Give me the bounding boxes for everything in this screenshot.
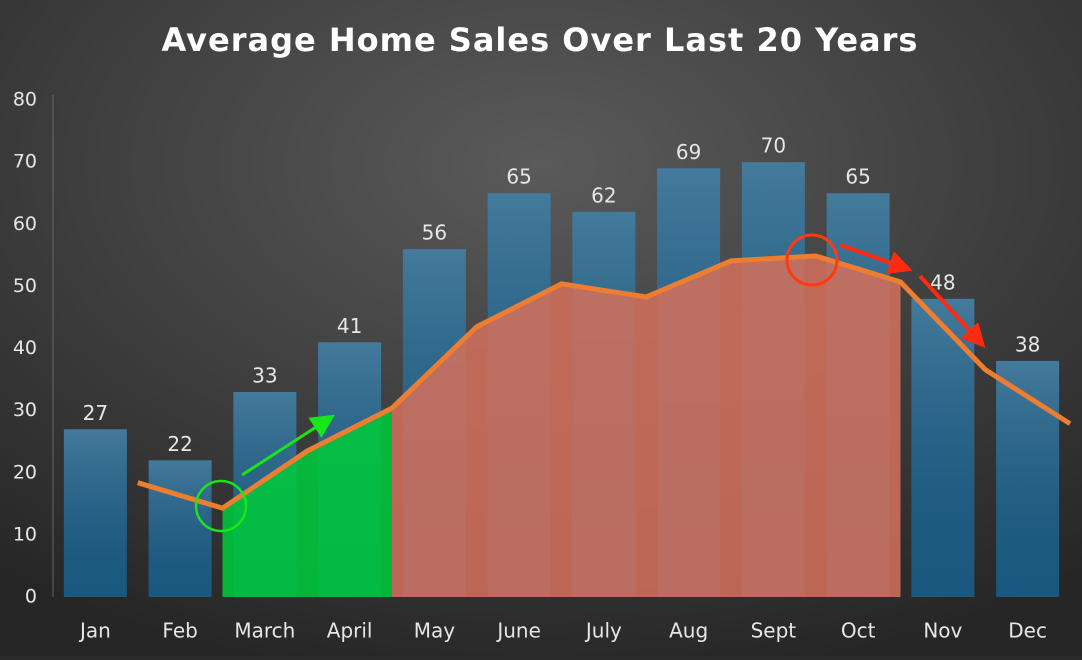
y-tick-label: 70 — [13, 151, 37, 173]
x-tick-label: May — [414, 619, 456, 643]
bar-sheen — [148, 460, 212, 597]
y-tick-label: 30 — [13, 399, 37, 421]
area-fill — [392, 255, 901, 597]
value-label: 22 — [167, 432, 192, 456]
plot: 0 10 20 30 40 50 60 70 80 27 Jan 22 Feb 33 March 41 Apri… — [13, 89, 1072, 643]
annotations — [194, 233, 986, 533]
y-tick-label: 0 — [25, 586, 37, 608]
x-tick-label: July — [584, 619, 622, 643]
value-label: 65 — [845, 165, 870, 189]
area-fill — [222, 408, 392, 597]
bar-sheen — [911, 298, 975, 597]
y-tick-label: 60 — [13, 213, 37, 235]
chart-title: Average Home Sales Over Last 20 Years — [162, 21, 919, 59]
y-tick-label: 20 — [13, 461, 37, 483]
value-label: 65 — [506, 165, 531, 189]
trend-arrow — [241, 414, 336, 477]
value-label: 33 — [252, 363, 277, 387]
x-tick-label: April — [327, 619, 373, 643]
bar-sheen — [63, 429, 127, 597]
value-label: 62 — [591, 183, 616, 207]
y-tick-label: 40 — [13, 337, 37, 359]
x-tick-label: Nov — [923, 619, 962, 643]
y-tick-label: 80 — [13, 89, 37, 111]
highlight-circle — [194, 479, 248, 533]
x-tick-label: Oct — [841, 619, 876, 643]
value-label: 41 — [337, 314, 362, 338]
value-label: 70 — [761, 134, 786, 158]
trend-arrow — [918, 274, 986, 348]
value-label: 38 — [1015, 332, 1040, 356]
value-label: 27 — [83, 401, 108, 425]
x-tick-label: Sept — [751, 619, 797, 643]
value-label: 69 — [676, 140, 701, 164]
x-tick-label: March — [234, 619, 295, 643]
line — [137, 253, 1072, 511]
bar-sheen — [996, 360, 1060, 597]
x-tick-label: Dec — [1008, 619, 1047, 643]
x-tick-label: June — [495, 619, 541, 643]
y-tick-label: 50 — [13, 275, 37, 297]
y-tick-label: 10 — [13, 523, 37, 545]
x-tick-label: Aug — [669, 619, 708, 643]
x-tick-label: Feb — [162, 619, 197, 643]
x-tick-label: Jan — [78, 619, 111, 643]
highlight-circle — [785, 233, 839, 287]
value-label: 56 — [422, 221, 447, 245]
trend-arrow — [839, 243, 913, 274]
